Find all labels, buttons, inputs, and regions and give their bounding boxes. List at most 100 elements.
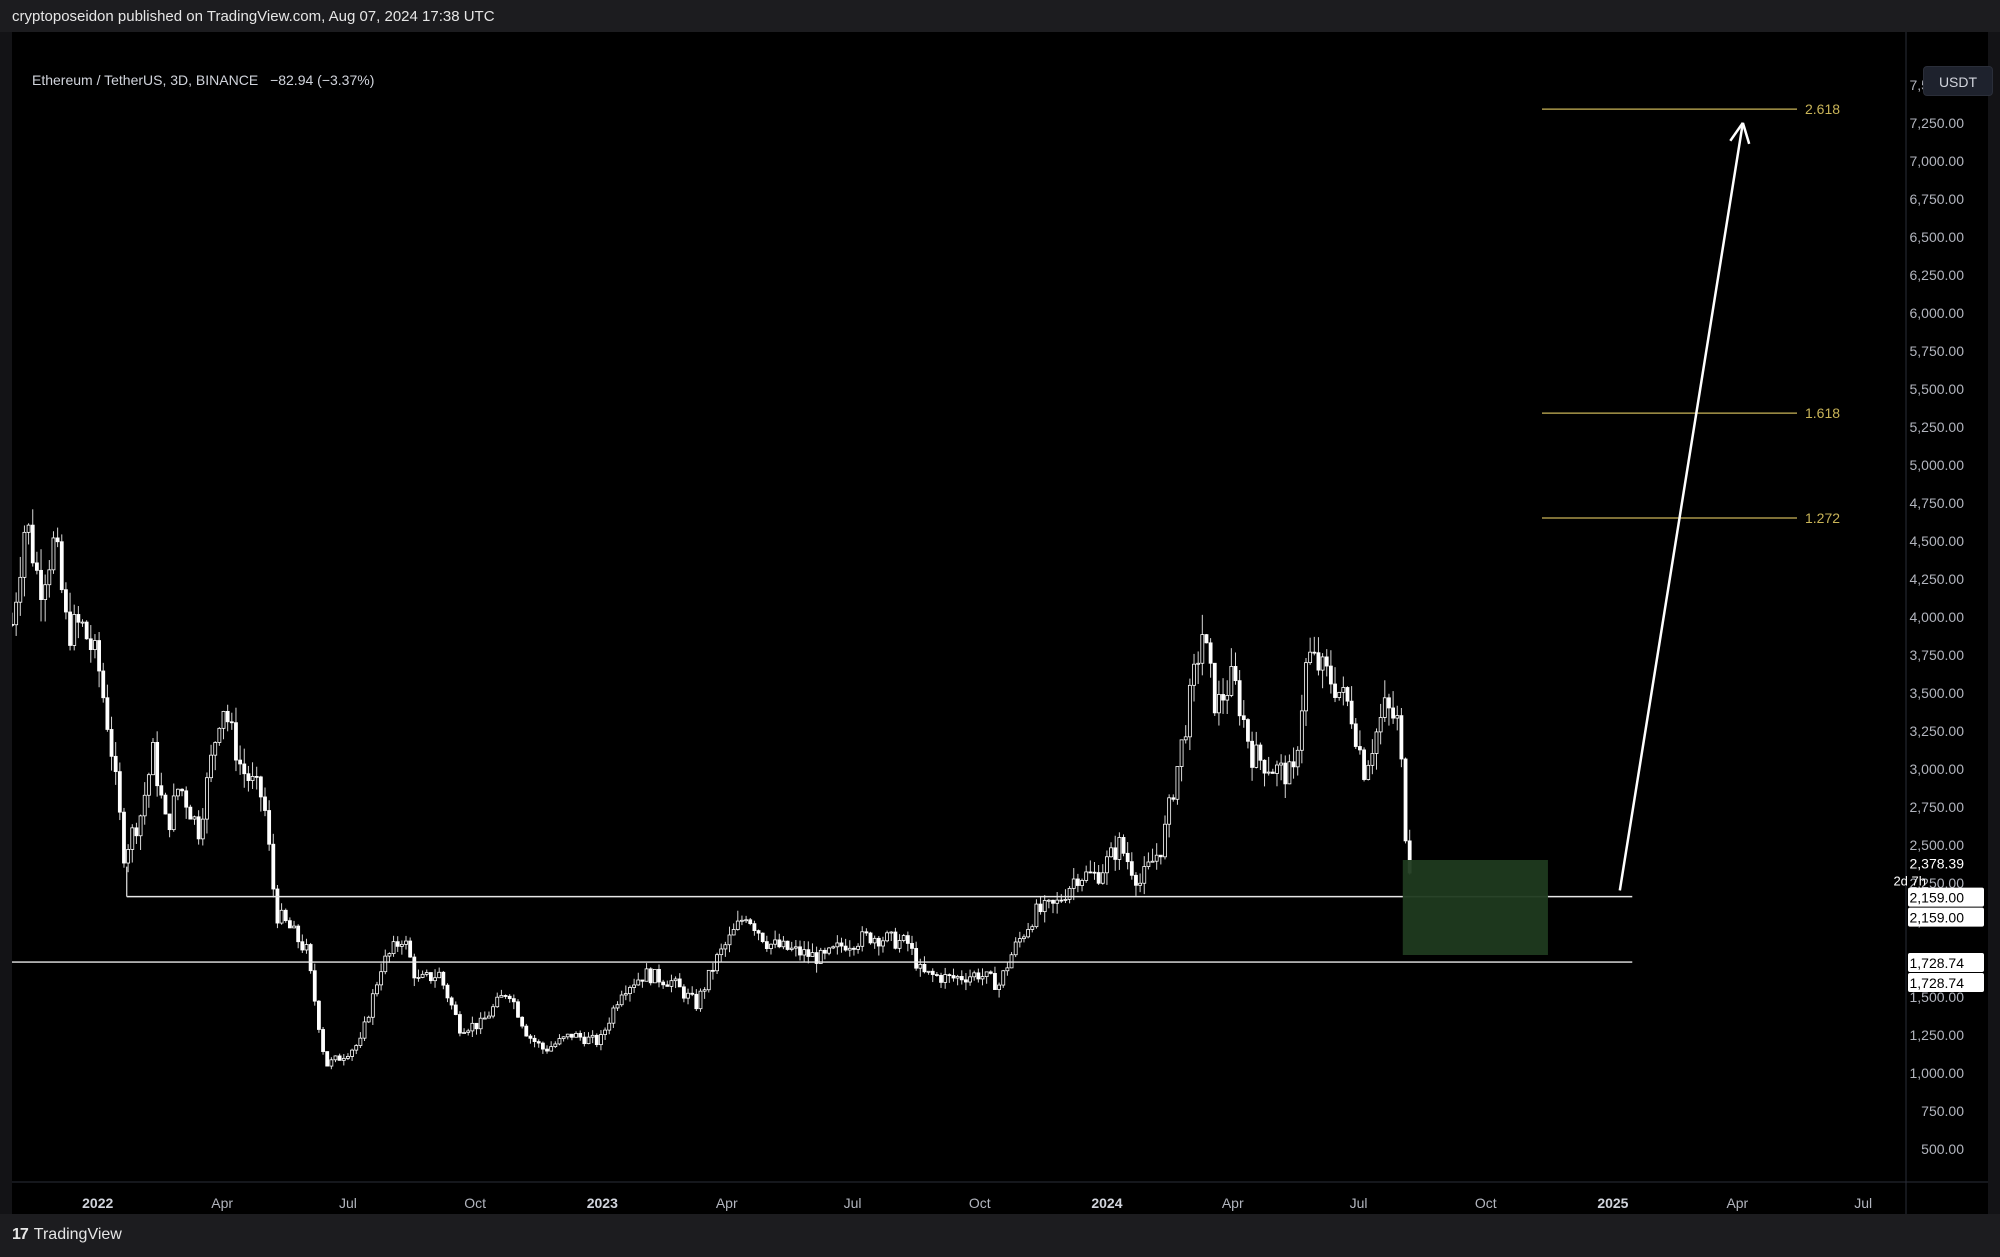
candle-body <box>304 944 309 951</box>
candle-body <box>810 952 815 957</box>
x-tick-label: Apr <box>716 1195 738 1211</box>
candle-body <box>955 976 960 979</box>
y-tick-label: 6,250.00 <box>1910 267 1965 283</box>
candle-body <box>18 576 23 603</box>
candle-body <box>661 981 666 986</box>
candle-body <box>453 1004 458 1015</box>
candle-body <box>399 943 404 947</box>
candle-body <box>171 795 176 831</box>
candle-body <box>1179 739 1184 767</box>
candle-body <box>1283 762 1288 785</box>
candle-body <box>901 935 906 941</box>
candle-body <box>200 818 205 840</box>
candle-body <box>105 697 110 730</box>
candle-body <box>582 1036 587 1045</box>
candle-body <box>167 813 172 831</box>
candle-body <box>619 994 624 1006</box>
candle-body <box>528 1035 533 1039</box>
candle-body <box>574 1032 578 1038</box>
candle-body <box>603 1029 607 1035</box>
candle-body <box>1171 797 1176 800</box>
candle-body <box>914 948 919 969</box>
candle-body <box>329 1059 334 1067</box>
candle-body <box>1109 847 1113 858</box>
candle-body <box>520 1016 525 1027</box>
candle-body <box>711 969 715 972</box>
candle-body <box>88 638 93 651</box>
y-tick-label: 3,250.00 <box>1910 723 1965 739</box>
candle-body <box>308 944 313 972</box>
candle-body <box>404 940 408 945</box>
fib-label: 1.618 <box>1805 405 1840 421</box>
candle-body <box>951 975 956 979</box>
candle-body <box>1129 861 1134 876</box>
candle-body <box>818 949 823 964</box>
candle-body <box>225 710 230 723</box>
candle-body <box>827 947 831 954</box>
candle-body <box>175 788 180 797</box>
candle-body <box>76 614 81 623</box>
x-tick-label: Jul <box>1854 1195 1872 1211</box>
candle-body <box>155 741 160 787</box>
candle-body <box>337 1055 342 1061</box>
candle-body <box>47 569 52 586</box>
candle-body <box>540 1042 545 1050</box>
candle-body <box>847 947 852 951</box>
x-tick-label: 2023 <box>587 1195 618 1211</box>
y-tick-label: 5,500.00 <box>1910 381 1965 397</box>
candle-body <box>43 584 48 601</box>
tradingview-brand[interactable]: 17 TradingView <box>12 1226 122 1244</box>
candle-body <box>1204 634 1209 644</box>
candle-body <box>1333 683 1337 698</box>
publish-line: cryptoposeidon published on TradingView.… <box>12 8 495 25</box>
candle-body <box>524 1025 529 1037</box>
candle-body <box>843 945 848 951</box>
candle-body <box>690 992 695 995</box>
candle-body <box>545 1048 549 1052</box>
y-tick-label: 6,000.00 <box>1910 305 1965 321</box>
candle-body <box>785 940 790 950</box>
candle-body <box>1270 771 1275 774</box>
candle-body <box>1022 936 1026 939</box>
candle-body <box>1391 707 1395 719</box>
candle-body <box>234 722 238 761</box>
currency-button[interactable]: USDT <box>1923 66 1993 96</box>
candle-body <box>1038 903 1043 913</box>
candle-body <box>976 972 981 980</box>
candle-body <box>146 774 151 796</box>
candle-body <box>669 980 674 987</box>
footer-bar: 17 TradingView <box>0 1214 2000 1257</box>
candle-body <box>117 771 122 813</box>
x-tick-label: Oct <box>969 1195 991 1211</box>
candle-body <box>64 589 68 613</box>
support-price-label-bg <box>1908 887 1984 907</box>
candle-body <box>300 941 305 951</box>
candle-body <box>798 946 802 956</box>
candle-body <box>1341 687 1346 693</box>
candle-body <box>1134 874 1138 886</box>
candle-body <box>1071 878 1076 889</box>
candle-body <box>793 946 798 949</box>
candle-body <box>723 944 728 950</box>
publish-header: cryptoposeidon published on TradingView.… <box>0 0 2000 32</box>
candle-body <box>370 993 375 1018</box>
chart-area[interactable]: 500.00750.001,000.001,250.001,500.001,75… <box>12 32 1993 1214</box>
y-tick-label: 1,250.00 <box>1910 1027 1965 1043</box>
candle-body <box>1117 837 1122 860</box>
y-tick-label: 2,750.00 <box>1910 799 1965 815</box>
support-price-label-bg <box>1908 907 1984 927</box>
candle-body <box>744 919 748 922</box>
price-chart[interactable]: 500.00750.001,000.001,250.001,500.001,75… <box>12 32 1988 1214</box>
candle-body <box>831 946 836 949</box>
candle-body <box>864 931 869 934</box>
candle-body <box>325 1051 330 1067</box>
candle-body <box>229 721 234 724</box>
candle-body <box>1345 687 1350 702</box>
candle-body <box>959 976 964 981</box>
candle-body <box>1358 746 1362 751</box>
candle-body <box>640 979 645 982</box>
candle-body <box>1084 871 1089 881</box>
candle-body <box>511 998 516 1003</box>
y-tick-label: 1,000.00 <box>1910 1065 1965 1081</box>
candle-body <box>839 942 844 947</box>
